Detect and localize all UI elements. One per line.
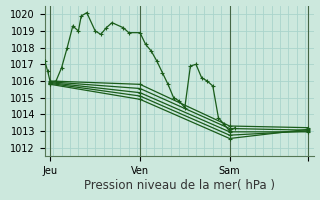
X-axis label: Pression niveau de la mer( hPa ): Pression niveau de la mer( hPa ) (84, 179, 275, 192)
